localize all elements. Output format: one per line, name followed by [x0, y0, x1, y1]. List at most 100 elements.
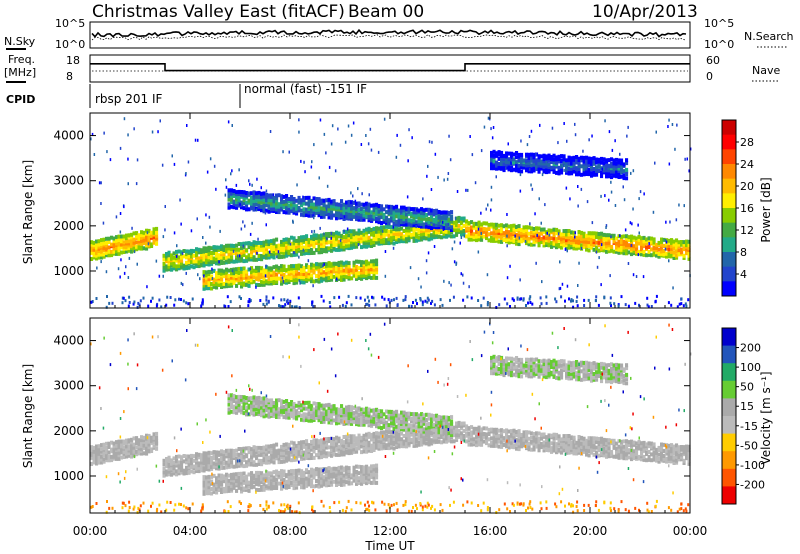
- power-echo-cell: [387, 225, 391, 229]
- power-echo-cell: [547, 156, 551, 161]
- velocity-echo-cell: [405, 441, 409, 446]
- power-echo-cell: [522, 229, 526, 233]
- power-echo-cell: [207, 277, 211, 282]
- power-echo-cell: [235, 243, 239, 248]
- velocity-echo-cell: [445, 439, 449, 444]
- power-echo-cell: [295, 198, 299, 203]
- power-echo-cell: [580, 155, 584, 160]
- velocity-echo-cell: [522, 430, 526, 435]
- power-echo-cell: [250, 191, 254, 196]
- power-echo-cell: [469, 135, 471, 138]
- velocity-echo-cell: [532, 441, 536, 446]
- velocity-echo-cell: [250, 458, 254, 462]
- power-echo-cell: [312, 244, 316, 249]
- velocity-echo-cell: [670, 459, 674, 464]
- power-echo-cell: [425, 228, 429, 233]
- power-echo-cell: [292, 200, 296, 204]
- power-echo-cell: [687, 246, 691, 250]
- power-echo-cell: [352, 194, 354, 198]
- power-echo-cell: [260, 245, 264, 250]
- power-echo-cell: [642, 242, 646, 247]
- power-echo-cell: [211, 277, 214, 280]
- power-echo-cell: [372, 275, 376, 280]
- power-echo-cell: [545, 154, 549, 159]
- power-echo-cell: [270, 266, 274, 271]
- power-echo-cell: [545, 243, 549, 247]
- power-echo-cell: [595, 295, 598, 299]
- power-echo-cell: [110, 253, 114, 258]
- velocity-echo-cell: [142, 443, 146, 448]
- velocity-echo-cell: [460, 434, 464, 439]
- power-echo-cell: [417, 215, 421, 220]
- power-echo-cell: [91, 300, 94, 303]
- power-echo-cell: [392, 216, 396, 221]
- power-echo-cell: [330, 210, 334, 215]
- velocity-echo-cell: [317, 455, 321, 460]
- power-echo-cell: [137, 244, 141, 249]
- power-echo-cell: [537, 243, 541, 248]
- power-echo-cell: [145, 246, 149, 251]
- power-echo-cell: [312, 233, 316, 238]
- power-echo-cell: [572, 238, 576, 243]
- power-echo-cell: [597, 243, 601, 248]
- velocity-echo-cell: [687, 451, 691, 455]
- power-echo-cell: [112, 249, 116, 254]
- power-echo-cell: [127, 304, 130, 308]
- power-echo-cell: [485, 207, 487, 211]
- power-echo-cell: [420, 229, 424, 234]
- velocity-echo-cell: [665, 456, 669, 461]
- power-echo-cell: [620, 174, 624, 179]
- velocity-echo-cell: [252, 448, 256, 453]
- power-echo-cell: [387, 221, 391, 226]
- power-echo-cell: [550, 155, 554, 159]
- power-echo-cell: [127, 239, 131, 244]
- power-echo-cell: [557, 165, 561, 170]
- power-echo-cell: [402, 298, 405, 302]
- velocity-echo-cell: [120, 443, 124, 448]
- power-echo-cell: [405, 214, 409, 219]
- power-echo-cell: [100, 244, 104, 249]
- power-echo-cell: [320, 214, 324, 219]
- power-echo-cell: [447, 226, 451, 231]
- power-echo-cell: [565, 243, 569, 248]
- velocity-echo-cell: [360, 435, 364, 440]
- velocity-echo-cell: [302, 440, 306, 445]
- power-echo-cell: [415, 234, 419, 239]
- power-echo-cell: [545, 295, 548, 299]
- power-echo-cell: [377, 214, 381, 218]
- power-echo-cell: [575, 155, 579, 159]
- power-echo-cell: [382, 215, 386, 220]
- power-echo-cell: [95, 243, 99, 248]
- power-echo-cell: [672, 244, 676, 249]
- power-echo-cell: [390, 238, 394, 243]
- velocity-echo-cell: [370, 443, 374, 448]
- power-echo-cell: [255, 245, 259, 250]
- power-echo-cell: [435, 215, 439, 220]
- velocity-echo-cell: [620, 449, 624, 454]
- velocity-echo-cell: [452, 439, 456, 444]
- velocity-echo-cell: [142, 438, 146, 443]
- velocity-echo-cell: [137, 444, 141, 449]
- power-echo-cell: [660, 242, 664, 247]
- power-echo-cell: [350, 229, 354, 234]
- power-echo-cell: [332, 201, 336, 206]
- velocity-echo-cell: [275, 456, 279, 461]
- power-echo-cell: [580, 172, 584, 177]
- power-echo-cell: [262, 206, 266, 211]
- power-echo-cell: [272, 249, 276, 254]
- velocity-echo-cell: [210, 451, 214, 456]
- velocity-echo-cell: [165, 469, 169, 474]
- power-echo-cell: [582, 244, 586, 249]
- velocity-echo-cell: [190, 459, 194, 464]
- power-echo-cell: [542, 161, 546, 166]
- power-echo-cell: [232, 246, 236, 251]
- velocity-echo-cell: [380, 430, 384, 435]
- power-echo-cell: [608, 198, 610, 202]
- power-echo-cell: [123, 117, 126, 121]
- power-echo-cell: [612, 169, 616, 174]
- power-echo-cell: [231, 124, 233, 127]
- power-echo-cell: [240, 256, 244, 261]
- power-echo-cell: [675, 249, 679, 254]
- power-echo-cell: [200, 261, 204, 266]
- power-echo-cell: [207, 282, 211, 287]
